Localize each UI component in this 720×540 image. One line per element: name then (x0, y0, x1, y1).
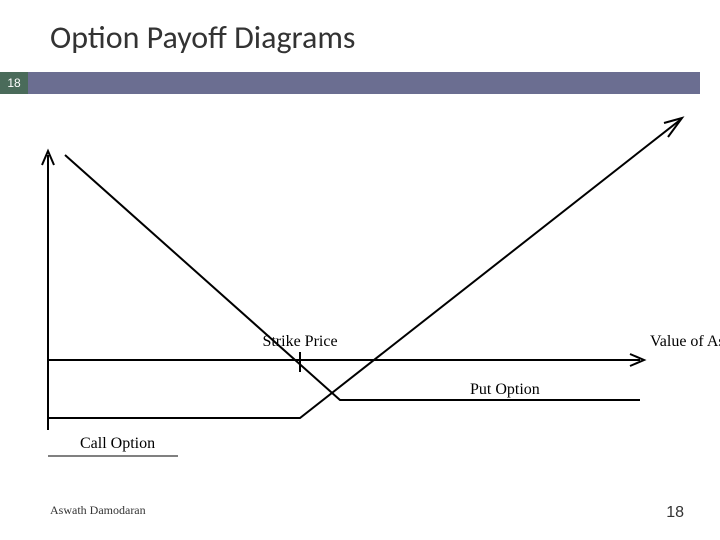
footer-page-number: 18 (666, 504, 684, 522)
call-option-line (48, 120, 680, 418)
page-title: Option Payoff Diagrams (50, 18, 355, 57)
slide: Option Payoff Diagrams 18 Strike Price V… (0, 0, 720, 540)
title-bar (0, 72, 700, 94)
put-option-label: Put Option (470, 381, 540, 398)
value-of-asset-label: Value of Ass (650, 333, 720, 350)
put-option-line (65, 155, 640, 400)
payoff-diagram: Strike Price Value of Ass Put Option Cal… (0, 100, 720, 480)
call-line-arrow (664, 118, 682, 137)
call-option-label: Call Option (80, 435, 155, 452)
slide-number-badge: 18 (0, 72, 28, 94)
footer-author: Aswath Damodaran (50, 503, 146, 518)
strike-price-label: Strike Price (262, 333, 337, 350)
